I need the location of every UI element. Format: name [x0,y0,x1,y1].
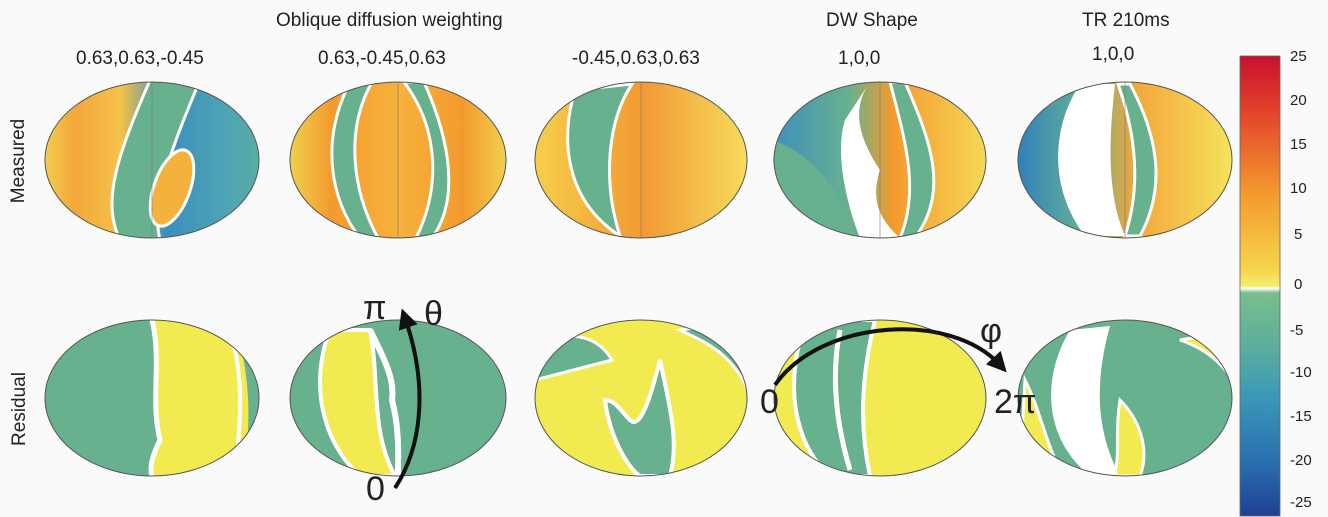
theta-pi-label: π [363,289,387,327]
residual-map-2 [289,319,507,477]
measured-map-5 [1017,81,1233,239]
dw-shape-title: DW Shape [826,10,918,31]
residual-map-3 [534,319,748,477]
colorbar-tick: -25 [1290,494,1312,511]
column-label-2: 0.63,-0.45,0.63 [318,48,446,69]
colorbar-tick: -10 [1290,364,1312,381]
column-label-4: 1,0,0 [838,48,881,69]
theta-symbol: θ [424,295,443,333]
colorbar-tick: -15 [1290,408,1312,425]
measured-map-1 [44,81,260,239]
measured-map-3 [534,81,748,239]
column-label-5: 1,0,0 [1092,44,1135,65]
residual-map-1 [44,319,260,477]
colorbar-tick: 5 [1294,226,1303,243]
group-title: Oblique diffusion weighting [276,10,503,31]
residual-map-5 [1017,319,1233,477]
theta-arrow [393,308,422,490]
colorbar-tick: 20 [1290,92,1307,109]
colorbar-tick: 15 [1290,136,1307,153]
phi-symbol: φ [980,312,1003,350]
theta-zero-label: 0 [366,470,385,508]
column-label-1: 0.63,0.63,-0.45 [76,48,204,69]
colorbar [1239,55,1281,517]
residual-map-4 [773,319,987,477]
tr-title: TR 210ms [1082,10,1170,31]
colorbar-tick: 10 [1290,180,1307,197]
phi-2pi-label: 2π [994,383,1037,421]
colorbar-tick: 25 [1290,48,1307,65]
phi-arrow [773,327,1007,387]
measured-map-2 [289,81,507,239]
measured-map-4 [773,81,987,239]
colorbar-tick: -5 [1290,322,1304,339]
colorbar-tick: -20 [1290,452,1312,469]
phi-zero-label: 0 [760,383,779,421]
column-label-3: -0.45,0.63,0.63 [572,48,700,69]
colorbar-tick: 0 [1294,276,1303,293]
